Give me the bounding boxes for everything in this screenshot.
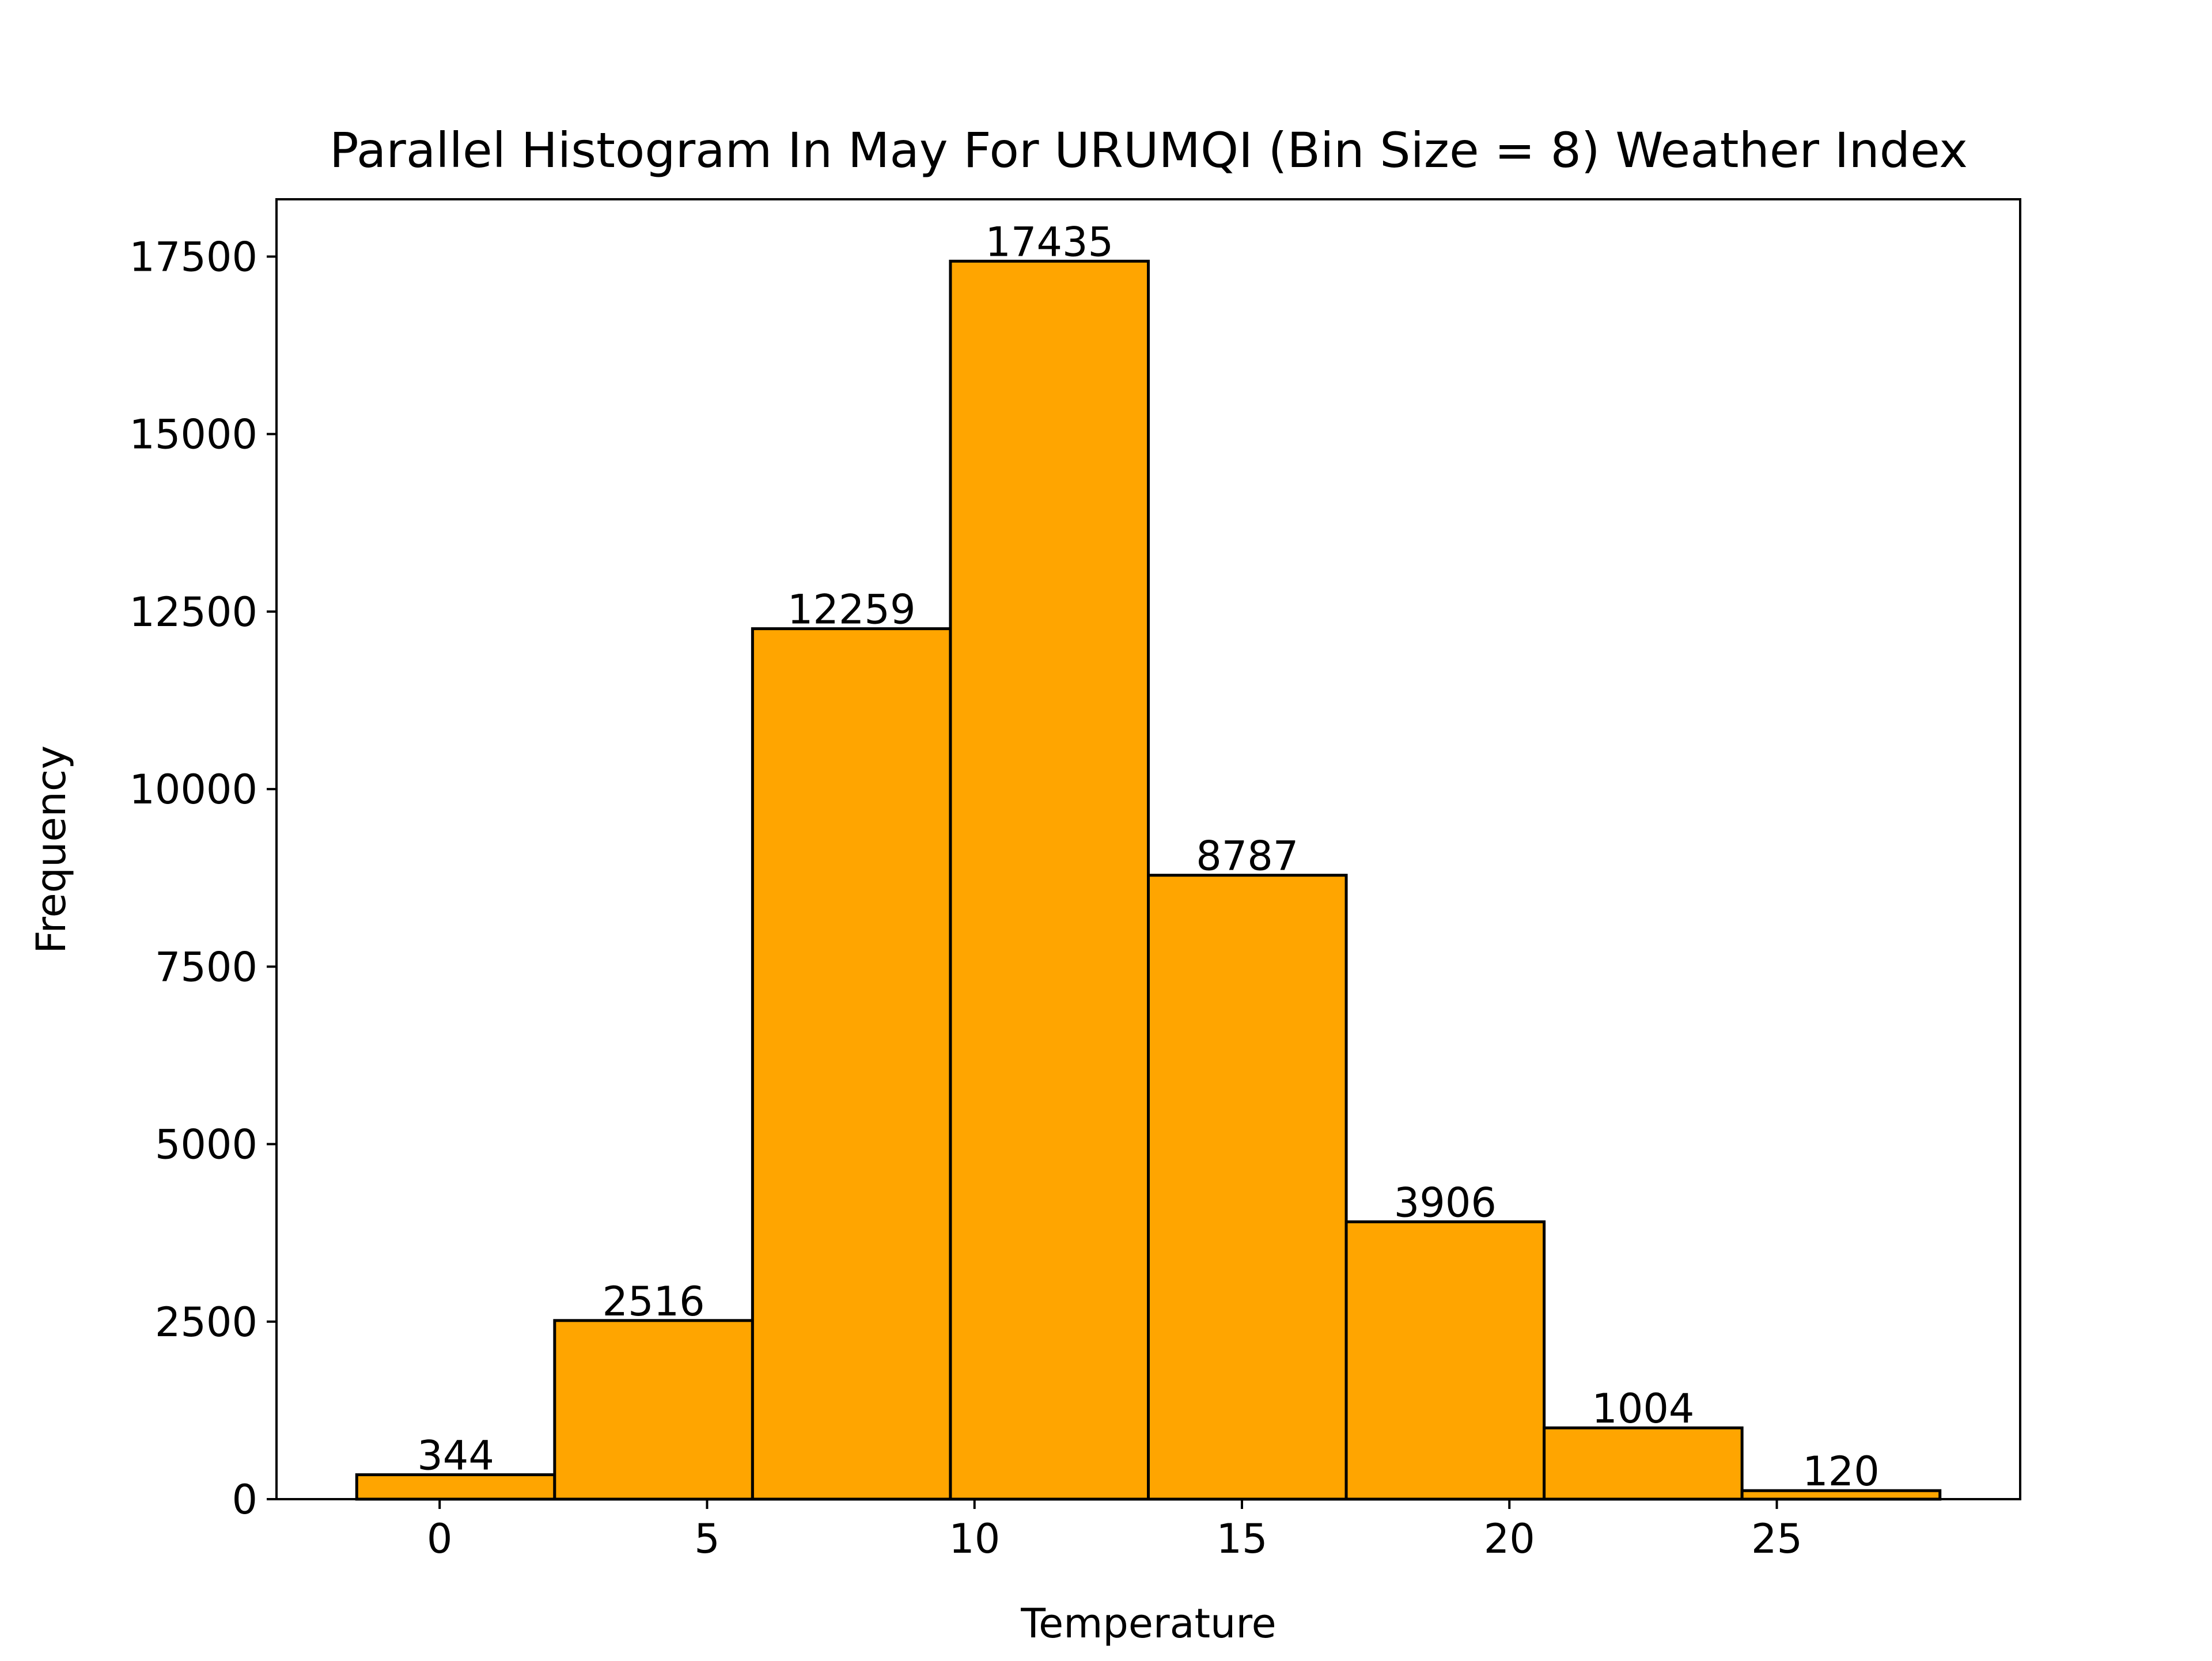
histogram-bar xyxy=(1344,1220,1546,1501)
y-axis-label: Frequency xyxy=(28,745,75,954)
x-axis-label: Temperature xyxy=(1020,1600,1276,1647)
x-axis: 0 5 10 15 20 25 xyxy=(427,1499,1802,1563)
bar-value-label: 120 xyxy=(1802,1448,1880,1495)
bar-value-label: 344 xyxy=(417,1432,494,1480)
chart-title: Parallel Histogram In May For URUMQI (Bi… xyxy=(329,122,1968,179)
bars-layer xyxy=(355,259,1942,1501)
histogram-bar xyxy=(1543,1426,1744,1501)
histogram-bar xyxy=(949,259,1150,1501)
y-tick-label: 5000 xyxy=(155,1121,257,1169)
y-tick-label: 0 xyxy=(232,1476,257,1523)
histogram-bar xyxy=(1147,874,1348,1501)
y-tick-label: 2500 xyxy=(155,1299,257,1346)
y-tick-label: 10000 xyxy=(129,766,257,813)
bar-value-label: 8787 xyxy=(1196,833,1298,880)
bar-value-label: 1004 xyxy=(1592,1385,1694,1432)
x-tick-label: 15 xyxy=(1216,1515,1267,1563)
bar-value-label: 12259 xyxy=(787,586,916,634)
bar-labels-layer: 344 2516 12259 17435 8787 3906 1004 120 xyxy=(417,218,1879,1495)
y-tick-label: 12500 xyxy=(129,589,257,636)
bar-value-label: 17435 xyxy=(985,218,1113,266)
x-tick-label: 10 xyxy=(949,1515,1000,1563)
y-tick-label: 15000 xyxy=(129,411,257,458)
y-axis: 0 2500 5000 7500 10000 12500 15000 17500 xyxy=(129,233,276,1523)
x-tick-label: 0 xyxy=(427,1515,453,1563)
x-tick-label: 5 xyxy=(694,1515,720,1563)
plot-frame xyxy=(275,198,2021,1500)
bar-value-label: 3906 xyxy=(1394,1179,1497,1226)
histogram-bar xyxy=(553,1319,754,1501)
x-tick-label: 20 xyxy=(1484,1515,1535,1563)
bar-value-label: 2516 xyxy=(603,1278,705,1325)
y-tick-label: 17500 xyxy=(129,233,257,280)
x-tick-label: 25 xyxy=(1751,1515,1802,1563)
histogram-bar xyxy=(751,627,952,1501)
y-tick-label: 7500 xyxy=(155,943,257,991)
